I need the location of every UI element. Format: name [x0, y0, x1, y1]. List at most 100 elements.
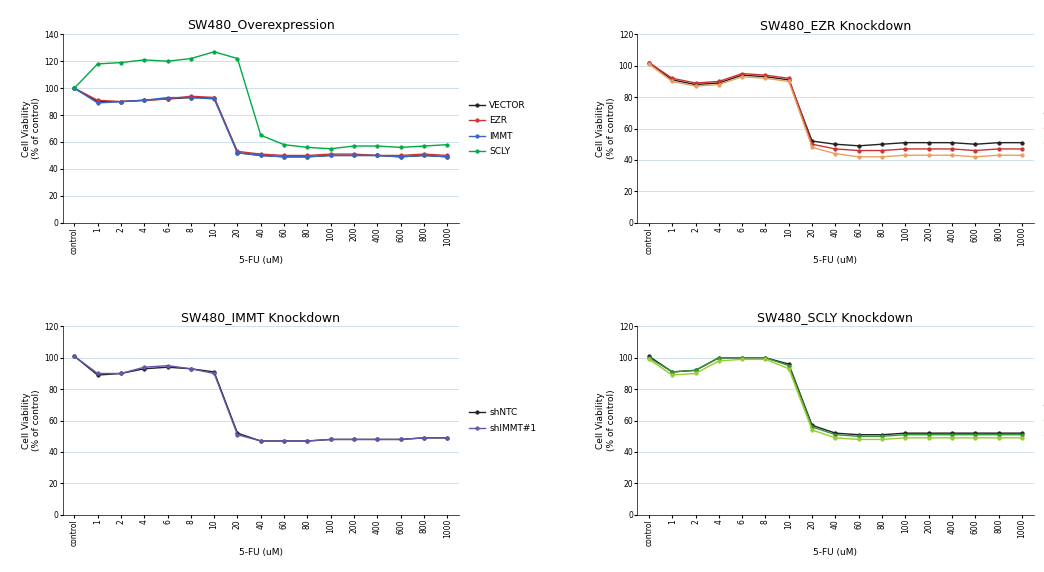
IMMT: [185, 94, 197, 101]
shEZR#2: [993, 152, 1005, 158]
shNTC: [853, 142, 865, 149]
Legend: shNTC, shEZR#1, shEZR#2: shNTC, shEZR#1, shEZR#2: [1042, 107, 1044, 150]
IMMT: [115, 98, 127, 105]
shNTC: [208, 368, 220, 375]
VECTOR: [325, 152, 337, 159]
SCLY: [68, 85, 80, 92]
shEZR#2: [643, 61, 656, 67]
IMMT: [255, 152, 267, 159]
SCLY: [418, 142, 430, 149]
SCLY: [371, 142, 383, 149]
EZR: [441, 152, 453, 159]
VECTOR: [301, 153, 313, 160]
shIMMT#1: [161, 362, 173, 369]
shNTC: [185, 366, 197, 372]
EZR: [208, 94, 220, 101]
VECTOR: [441, 153, 453, 160]
shNTC: [876, 141, 888, 148]
shSCLY#2: [946, 434, 958, 441]
shNTC: [993, 430, 1005, 436]
shNTC: [736, 354, 749, 361]
Y-axis label: Cell Viability
(% of control): Cell Viability (% of control): [596, 390, 616, 451]
Title: SW480_IMMT Knockdown: SW480_IMMT Knockdown: [182, 311, 340, 324]
shSCLY#1: [643, 354, 656, 361]
shEZR#1: [689, 80, 702, 86]
EZR: [418, 150, 430, 157]
shNTC: [923, 139, 935, 146]
Line: SCLY: SCLY: [73, 50, 449, 150]
Line: shNTC: shNTC: [647, 61, 1023, 148]
EZR: [68, 85, 80, 92]
SCLY: [441, 141, 453, 148]
VECTOR: [395, 153, 407, 160]
shNTC: [899, 430, 911, 436]
shIMMT#1: [278, 438, 290, 444]
shNTC: [1016, 139, 1028, 146]
IMMT: [441, 153, 453, 160]
shEZR#2: [736, 73, 749, 80]
shSCLY#1: [759, 354, 772, 361]
SCLY: [255, 132, 267, 138]
Title: SW480_Overexpression: SW480_Overexpression: [187, 19, 335, 32]
shIMMT#1: [325, 436, 337, 443]
shIMMT#1: [418, 434, 430, 441]
EZR: [395, 152, 407, 159]
shEZR#1: [806, 141, 818, 148]
shNTC: [969, 141, 981, 148]
shNTC: [278, 438, 290, 444]
shEZR#1: [899, 145, 911, 152]
shIMMT#1: [68, 353, 80, 360]
shEZR#1: [993, 145, 1005, 152]
shEZR#2: [969, 153, 981, 160]
IMMT: [418, 152, 430, 159]
shNTC: [68, 353, 80, 360]
shNTC: [993, 139, 1005, 146]
shSCLY#2: [689, 370, 702, 377]
shNTC: [853, 431, 865, 438]
shNTC: [946, 430, 958, 436]
SCLY: [325, 145, 337, 152]
shSCLY#2: [969, 434, 981, 441]
shSCLY#2: [713, 358, 726, 364]
EZR: [231, 148, 243, 155]
shNTC: [666, 77, 679, 84]
SCLY: [301, 144, 313, 151]
shNTC: [806, 138, 818, 145]
shEZR#1: [713, 78, 726, 85]
EZR: [115, 98, 127, 105]
shNTC: [759, 73, 772, 80]
shSCLY#1: [1016, 431, 1028, 438]
shEZR#2: [713, 81, 726, 88]
IMMT: [278, 153, 290, 160]
shNTC: [325, 436, 337, 443]
shEZR#2: [853, 153, 865, 160]
Line: IMMT: IMMT: [73, 86, 449, 158]
shSCLY#2: [783, 366, 796, 372]
shEZR#1: [666, 75, 679, 82]
shEZR#2: [806, 144, 818, 151]
shEZR#2: [899, 152, 911, 158]
Y-axis label: Cell Viability
(% of control): Cell Viability (% of control): [596, 98, 616, 160]
VECTOR: [115, 98, 127, 105]
shIMMT#1: [91, 370, 103, 377]
shSCLY#1: [899, 431, 911, 438]
shSCLY#1: [713, 354, 726, 361]
VECTOR: [231, 149, 243, 156]
IMMT: [301, 153, 313, 160]
shEZR#1: [829, 145, 841, 152]
shIMMT#1: [348, 436, 360, 443]
IMMT: [371, 152, 383, 159]
shEZR#2: [689, 83, 702, 90]
EZR: [325, 150, 337, 157]
Line: shNTC: shNTC: [647, 355, 1023, 436]
shNTC: [713, 354, 726, 361]
shSCLY#1: [876, 433, 888, 440]
VECTOR: [371, 152, 383, 159]
IMMT: [231, 149, 243, 156]
SCLY: [395, 144, 407, 151]
SCLY: [348, 142, 360, 149]
Line: EZR: EZR: [73, 86, 449, 157]
shEZR#1: [783, 75, 796, 82]
shEZR#1: [853, 147, 865, 154]
shSCLY#2: [993, 434, 1005, 441]
